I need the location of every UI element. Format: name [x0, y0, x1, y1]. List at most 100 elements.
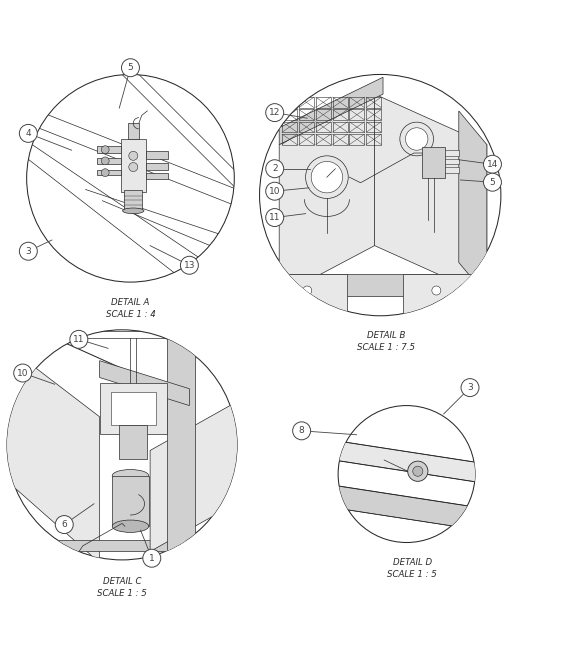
Circle shape: [266, 160, 284, 178]
Polygon shape: [4, 540, 240, 551]
Text: 8: 8: [299, 426, 305, 436]
Text: DETAIL A
SCALE 1 : 4: DETAIL A SCALE 1 : 4: [105, 298, 155, 318]
Polygon shape: [334, 485, 479, 530]
Text: 5: 5: [127, 63, 133, 72]
Polygon shape: [279, 77, 383, 145]
Bar: [333, 97, 347, 107]
Circle shape: [413, 466, 423, 476]
Bar: [299, 122, 314, 132]
Bar: [146, 173, 168, 179]
Circle shape: [14, 364, 32, 382]
Bar: [366, 122, 381, 132]
Bar: [299, 134, 314, 145]
Text: 12: 12: [269, 108, 280, 117]
Polygon shape: [459, 111, 487, 296]
Circle shape: [408, 461, 428, 481]
Text: 2: 2: [272, 164, 277, 173]
Bar: [316, 134, 331, 145]
Circle shape: [400, 122, 434, 156]
Text: DETAIL C
SCALE 1 : 5: DETAIL C SCALE 1 : 5: [97, 577, 147, 598]
Bar: [445, 159, 459, 164]
Bar: [97, 158, 121, 164]
Ellipse shape: [122, 208, 144, 214]
Bar: [112, 475, 149, 526]
Circle shape: [293, 422, 311, 439]
Bar: [349, 134, 364, 145]
Circle shape: [102, 169, 109, 177]
Text: 3: 3: [25, 247, 31, 256]
Circle shape: [266, 103, 284, 122]
Text: 1: 1: [149, 554, 155, 562]
Bar: [316, 109, 331, 120]
Circle shape: [7, 330, 237, 560]
Text: 10: 10: [17, 368, 28, 377]
Text: 4: 4: [25, 129, 31, 138]
Circle shape: [483, 155, 501, 173]
Polygon shape: [403, 273, 487, 318]
Polygon shape: [111, 392, 156, 425]
Bar: [316, 122, 331, 132]
Polygon shape: [100, 383, 167, 434]
Polygon shape: [100, 360, 190, 405]
Circle shape: [311, 162, 342, 193]
Polygon shape: [374, 94, 487, 296]
Circle shape: [266, 209, 284, 226]
Circle shape: [129, 151, 138, 160]
Polygon shape: [279, 94, 374, 296]
Circle shape: [306, 156, 348, 198]
Bar: [97, 146, 121, 153]
Circle shape: [461, 379, 479, 396]
Bar: [146, 163, 168, 170]
Text: 6: 6: [61, 520, 67, 529]
Bar: [333, 109, 347, 120]
Text: 14: 14: [487, 160, 498, 169]
Circle shape: [266, 182, 284, 200]
Bar: [445, 150, 459, 156]
Polygon shape: [167, 338, 195, 562]
Bar: [299, 109, 314, 120]
Bar: [333, 134, 347, 145]
Circle shape: [483, 173, 501, 191]
Circle shape: [102, 157, 109, 165]
Text: 13: 13: [184, 261, 195, 269]
Text: DETAIL D
SCALE 1 : 5: DETAIL D SCALE 1 : 5: [387, 559, 437, 579]
Text: 11: 11: [73, 335, 85, 344]
Circle shape: [19, 124, 37, 143]
Circle shape: [121, 59, 139, 77]
Bar: [124, 190, 142, 211]
Text: 3: 3: [467, 383, 473, 392]
Bar: [282, 109, 297, 120]
Circle shape: [180, 256, 199, 274]
Circle shape: [143, 549, 161, 567]
Ellipse shape: [112, 520, 149, 532]
Bar: [282, 122, 297, 132]
Text: DETAIL B
SCALE 1 : 7.5: DETAIL B SCALE 1 : 7.5: [357, 332, 415, 353]
Bar: [97, 170, 121, 175]
Polygon shape: [279, 273, 346, 318]
Bar: [127, 123, 139, 139]
Bar: [349, 97, 364, 107]
Text: 5: 5: [490, 178, 495, 186]
Circle shape: [338, 405, 475, 543]
Bar: [366, 134, 381, 145]
Bar: [333, 122, 347, 132]
Circle shape: [432, 303, 441, 312]
Circle shape: [303, 286, 312, 295]
Circle shape: [102, 146, 109, 154]
Circle shape: [406, 128, 428, 150]
Text: 10: 10: [269, 186, 280, 196]
Text: 11: 11: [269, 213, 280, 222]
Polygon shape: [4, 344, 100, 562]
Bar: [445, 167, 459, 173]
Bar: [349, 122, 364, 132]
Bar: [366, 109, 381, 120]
Polygon shape: [279, 273, 487, 296]
Circle shape: [432, 286, 441, 295]
Bar: [282, 97, 297, 107]
Bar: [316, 97, 331, 107]
Circle shape: [19, 242, 37, 260]
Polygon shape: [150, 400, 240, 551]
Circle shape: [55, 515, 73, 534]
Bar: [146, 151, 168, 159]
Polygon shape: [334, 440, 479, 483]
